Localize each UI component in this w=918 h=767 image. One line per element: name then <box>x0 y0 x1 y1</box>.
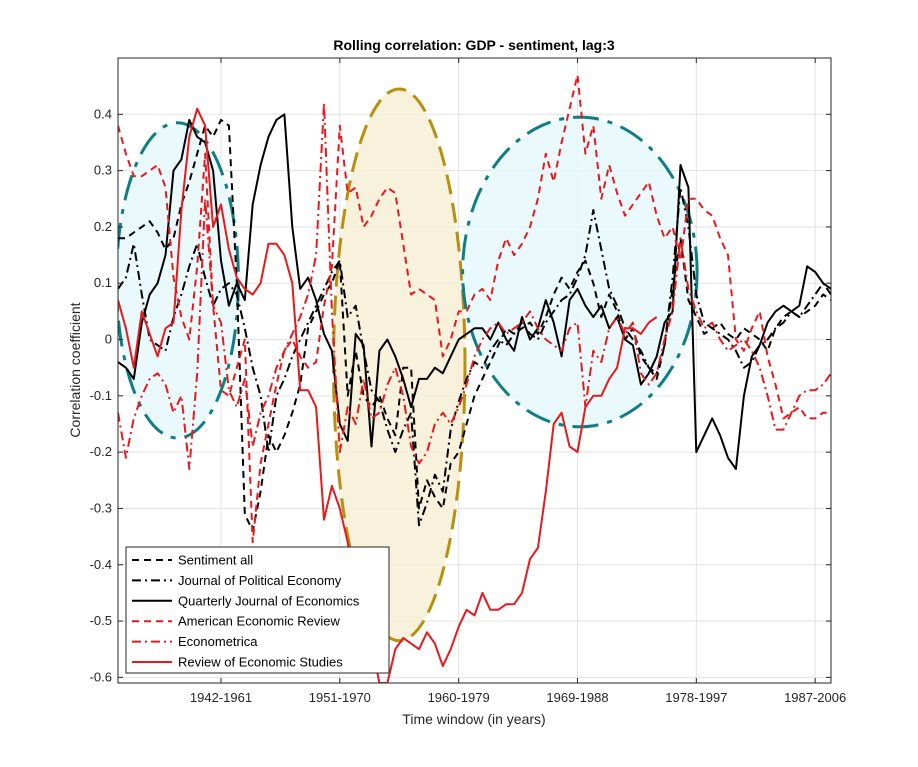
x-tick-label: 1978-1997 <box>665 690 727 705</box>
legend: Sentiment all Journal of Political Econom… <box>125 546 390 674</box>
series-line-5 <box>118 102 831 470</box>
legend-box <box>125 546 390 674</box>
series-line-2 <box>118 186 831 527</box>
y-tick-label: 0.3 <box>94 163 112 178</box>
x-tick-label: 1969-1988 <box>546 690 608 705</box>
series-line-3 <box>118 113 831 470</box>
legend-label-1: Sentiment all <box>178 553 253 568</box>
y-tick-label: -0.6 <box>90 669 112 684</box>
y-tick-label: 0.4 <box>94 106 112 121</box>
plot-frame <box>117 57 832 684</box>
legend-label-4: American Economic Review <box>178 614 340 629</box>
y-axis-title: Correlation coefficient <box>67 302 83 437</box>
legend-label-3: Quarterly Journal of Economics <box>178 593 360 608</box>
y-tick-label: 0.1 <box>94 275 112 290</box>
x-tick-label: 1987-2006 <box>784 690 846 705</box>
series-line-4 <box>118 73 831 544</box>
x-axis-ticks: 1942-1961 1951-1970 1960-1979 1969-1988 1978… <box>190 58 846 705</box>
y-tick-label: -0.3 <box>90 500 112 515</box>
series-lines <box>118 73 831 683</box>
x-tick-label: 1960-1979 <box>428 690 490 705</box>
y-tick-label: -0.1 <box>90 388 112 403</box>
y-tick-label: 0.2 <box>94 219 112 234</box>
x-axis-title: Time window (in years) <box>402 711 545 727</box>
y-axis-ticks: 0.4 0.3 0.2 0.1 0 -0.1 -0.2 -0.3 -0.4 -0.5 -0.6 <box>90 106 831 684</box>
series-line-6 <box>118 107 658 683</box>
x-tick-label: 1942-1961 <box>190 690 252 705</box>
chart-title: Rolling correlation: GDP - sentiment, la… <box>333 37 615 53</box>
legend-label-2: Journal of Political Economy <box>178 573 342 588</box>
y-tick-label: -0.5 <box>90 613 112 628</box>
y-tick-label: -0.4 <box>90 557 112 572</box>
legend-label-6: Review of Economic Studies <box>178 655 343 670</box>
legend-label-5: Econometrica <box>178 634 258 649</box>
x-tick-label: 1951-1970 <box>309 690 371 705</box>
highlight-ellipse-3 <box>461 115 699 429</box>
y-tick-label: -0.2 <box>90 444 112 459</box>
y-tick-label: 0 <box>105 332 112 347</box>
